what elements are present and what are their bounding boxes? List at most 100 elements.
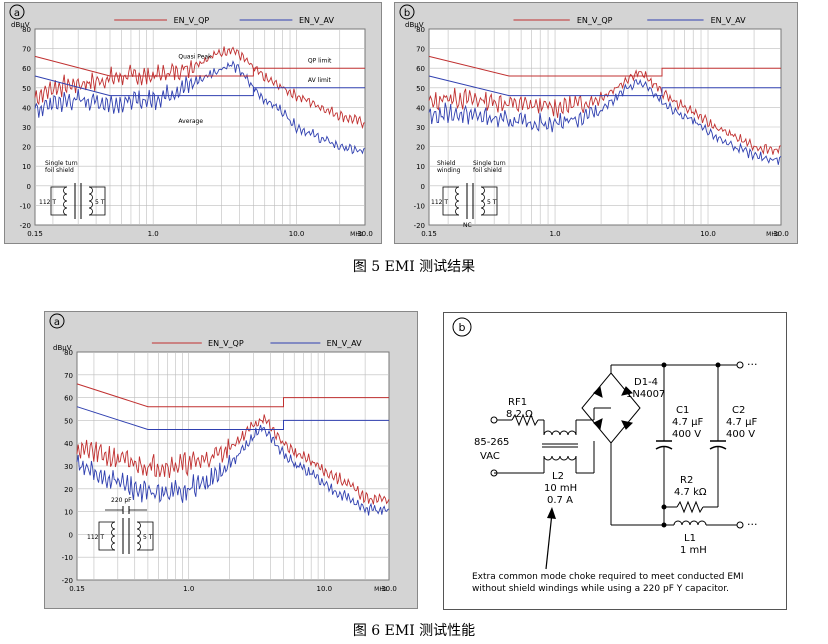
svg-text:···: ··· (747, 518, 758, 531)
legend: EN_V_QP EN_V_AV (151, 339, 362, 348)
input-label-2: VAC (480, 451, 500, 462)
legend-qp-label: EN_V_QP (577, 16, 613, 25)
note-line-2: without shield windings while using a 22… (472, 584, 729, 594)
y-tick-label: -10 (20, 202, 31, 210)
series-en-v-av (428, 78, 782, 165)
inset-label-2: foil shield (45, 167, 74, 174)
inset-label-2: winding (437, 167, 461, 174)
inset-cap-label: 220 pF (111, 497, 132, 504)
panel-label-circle (399, 4, 415, 20)
x-tick-label: 0.15 (27, 230, 43, 238)
x-axis-label: MHz (350, 231, 363, 238)
inset-primary-turns: 112 T (431, 199, 448, 206)
annotation-quasi-peak: Quasi Peak (178, 53, 212, 60)
panel-label: a (14, 8, 20, 19)
chart-panel-5a: a EN_V_QP EN_V_AV dBµV 80 70 60 50 40 30 20 10 0 -10 -… (4, 2, 382, 244)
y-tick-label: 10 (64, 509, 73, 517)
c2-value-2: 400 V (726, 429, 755, 440)
bridge-value: 1N4007 (626, 389, 665, 400)
note-line-1: Extra common mode choke required to meet… (472, 572, 743, 582)
y-tick-label: 20 (416, 144, 425, 152)
r2-name: R2 (680, 475, 693, 486)
y-axis-label: dBµV (405, 21, 424, 29)
y-axis-label: dBµV (11, 21, 30, 29)
inset-label-3: Single turn (473, 160, 506, 167)
l2-name: L2 (552, 471, 564, 482)
x-tick-label: 1.0 (183, 585, 194, 593)
y-tick-label: 80 (22, 26, 31, 34)
l1-inductor (673, 520, 707, 526)
c1-name: C1 (676, 405, 689, 416)
rf1-resistor (511, 413, 539, 427)
x-axis-label: MHz (374, 586, 387, 593)
y-tick-label: 30 (416, 124, 425, 132)
wire-secondary (137, 521, 154, 551)
wire-primary (98, 521, 115, 551)
r2-resistor (676, 500, 704, 514)
series-en-v-qp (76, 414, 390, 505)
y-tick-label: 80 (416, 26, 425, 34)
inset-secondary-turns: 5 T (95, 199, 105, 206)
r2-value: 4.7 kΩ (674, 487, 707, 498)
chart-panel-5b: b EN_V_QP EN_V_AV dBµV 80 70 60 50 40 30 20 10 0 -10 -… (394, 2, 798, 244)
circuit-diagram: b 85-265 VAC RF1 8.2 Ω L2 10 mH 0.7 A (452, 317, 758, 594)
wire-secondary (481, 186, 498, 216)
output-terminal-top (736, 361, 744, 369)
series-en-v-av (34, 60, 366, 155)
inset-secondary-turns: 5 T (143, 534, 153, 541)
y-tick-label: 10 (22, 163, 31, 171)
y-tick-label: 40 (64, 440, 73, 448)
x-tick-label: 30.0 (357, 230, 373, 238)
x-tick-label: 0.15 (69, 585, 85, 593)
y-tick-label: 60 (64, 395, 73, 403)
l2-choke (494, 420, 578, 474)
panel-label: b (459, 321, 466, 334)
x-tick-label: 0.15 (421, 230, 437, 238)
chart-panel-6a: a EN_V_QP EN_V_AV dBµV 80 70 60 50 40 30 20 10 0 -10 -… (44, 311, 418, 609)
panel-label: b (404, 8, 410, 19)
y-tick-label: 70 (22, 46, 31, 54)
wire-primary (50, 186, 67, 216)
legend-av-label: EN_V_AV (711, 16, 746, 25)
svg-text:···: ··· (747, 358, 758, 371)
inset-primary-turns: 112 T (39, 199, 56, 206)
series-qp-limit (76, 383, 389, 408)
c1-value-1: 4.7 µF (672, 417, 703, 428)
inset-label-4: foil shield (473, 167, 502, 174)
y-tick-label: 40 (22, 104, 31, 112)
output-terminal-bottom (736, 521, 744, 529)
x-tick-label: 1.0 (148, 230, 159, 238)
l2-value-2: 0.7 A (547, 495, 573, 506)
y-tick-label: 30 (64, 463, 73, 471)
grid (429, 29, 781, 225)
wire-primary (442, 186, 459, 216)
legend: EN_V_QP EN_V_AV (114, 16, 334, 25)
x-tick-label: 10.0 (317, 585, 333, 593)
panel-label-circle (452, 317, 472, 337)
x-tick-label: 30.0 (381, 585, 397, 593)
annotation-av-limit: AV limit (308, 77, 332, 84)
x-axis-label: MHz (766, 231, 779, 238)
l2-value-1: 10 mH (544, 483, 577, 494)
y-tick-label: 70 (64, 372, 73, 380)
x-tick-label: 10.0 (289, 230, 305, 238)
c2-value-1: 4.7 µF (726, 417, 757, 428)
annotation-average: Average (178, 118, 203, 125)
y-tick-label: -20 (20, 222, 31, 230)
c2-name: C2 (732, 405, 745, 416)
note-arrow (545, 512, 553, 570)
y-tick-label: -10 (414, 202, 425, 210)
y-tick-label: 0 (69, 531, 73, 539)
y-tick-label: 20 (64, 486, 73, 494)
x-tick-label: 10.0 (700, 230, 716, 238)
l1-value: 1 mH (680, 545, 707, 556)
rf1-value: 8.2 Ω (506, 409, 533, 420)
legend-qp-label: EN_V_QP (174, 16, 210, 25)
y-axis-label: dBµV (53, 344, 72, 352)
y-tick-label: 70 (416, 46, 425, 54)
series-qp-limit (428, 55, 781, 77)
y-tick-label: 10 (416, 163, 425, 171)
inset-secondary-turns: 5 T (487, 199, 497, 206)
